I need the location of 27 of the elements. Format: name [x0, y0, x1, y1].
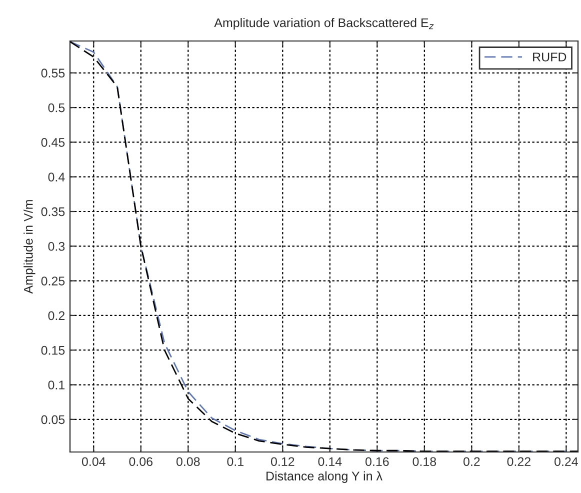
y-tick-label: 0.15 [41, 346, 65, 355]
x-tick-label: 0.1 [227, 457, 244, 466]
y-tick-label: 0.3 [48, 242, 65, 251]
y-tick-label: 0.35 [41, 207, 65, 216]
x-tick-label: 0.22 [507, 457, 530, 466]
x-tick-label: 0.2 [463, 457, 480, 466]
x-tick-label: 0.12 [270, 457, 294, 466]
line-series [70, 41, 578, 452]
legend-label: RUFD [533, 52, 566, 62]
y-tick-label: 0.55 [41, 68, 65, 78]
x-tick-label: 0.14 [318, 457, 342, 466]
y-tick-label: 0.2 [48, 311, 65, 320]
x-tick-label: 0.24 [554, 457, 578, 466]
x-tick-label: 0.06 [129, 457, 152, 466]
y-tick-label: 0.4 [48, 172, 65, 182]
x-tick-label: 0.08 [176, 457, 200, 466]
x-axis-title: Distance along Y in λ [266, 471, 382, 483]
y-tick-label: 0.25 [41, 276, 65, 286]
x-tick-label: 0.16 [365, 457, 389, 466]
chart-title: Amplitude variation of Backscattered E$_{z}$ [214, 18, 434, 30]
y-tick-label: 0.05 [41, 415, 65, 424]
y-tick-label: 0.1 [48, 380, 65, 390]
x-tick-label: 0.18 [412, 457, 436, 466]
y-tick-label: 0.5 [48, 103, 65, 112]
y-axis-title: Amplitude in V/m [24, 200, 36, 294]
y-tick-label: 0.45 [41, 138, 65, 147]
x-tick-label: 0.04 [82, 457, 106, 466]
